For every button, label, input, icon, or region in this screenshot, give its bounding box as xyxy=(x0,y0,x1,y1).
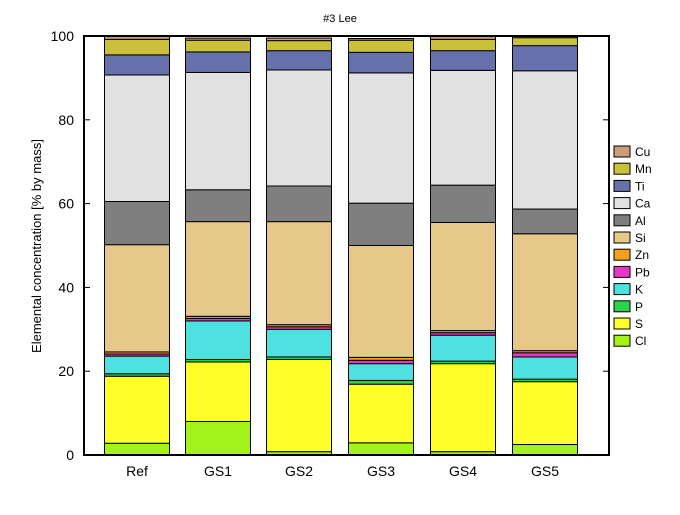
y-axis-label: Elemental concentration [% by mass] xyxy=(29,139,44,353)
legend-label-mn: Mn xyxy=(635,162,652,176)
bar-segment-gs3-p xyxy=(348,379,414,385)
legend-swatch-pb xyxy=(613,265,631,278)
bar-segment-gs3-ti xyxy=(348,51,414,74)
legend-label-s: S xyxy=(635,317,643,331)
x-axis-ticks: Ref GS1 GS2 GS3 GS4 GS5 xyxy=(126,463,559,479)
legend-label-ca: Ca xyxy=(635,197,651,211)
bar-segment-ref-al xyxy=(104,201,170,246)
bar-segment-ref-s xyxy=(104,375,170,444)
legend-label-zn: Zn xyxy=(635,248,649,262)
bar-segment-gs4-ti xyxy=(430,50,496,71)
plot-frame xyxy=(83,35,610,456)
bar-segment-gs5-ti xyxy=(512,45,578,72)
y-axis-ticks: 0 20 40 60 80 100 xyxy=(51,28,609,463)
legend-swatch-ti xyxy=(613,179,631,192)
y-tick-label: 40 xyxy=(58,279,74,295)
bar-segment-gs2-k xyxy=(266,328,332,358)
legend-swatch-cu xyxy=(613,145,631,158)
bar-segment-gs4-al xyxy=(430,184,496,223)
bar-segment-gs1-cu xyxy=(185,37,251,41)
bar-segment-ref-cl xyxy=(104,442,170,456)
bar-segment-gs5-cl xyxy=(512,444,578,456)
bar-segment-gs1-cl xyxy=(185,420,251,456)
legend-label-si: Si xyxy=(635,231,646,245)
bar-segment-gs3-cu xyxy=(348,38,414,41)
legend-swatch-zn xyxy=(613,248,631,261)
bar-segment-gs1-ti xyxy=(185,51,251,73)
legend-label-cl: Cl xyxy=(635,334,646,348)
bar-segment-gs3-ca xyxy=(348,72,414,204)
legend-label-ti: Ti xyxy=(635,179,645,193)
y-tick-label: 60 xyxy=(58,196,74,212)
bar-segment-gs3-cl xyxy=(348,442,414,456)
bar-segment-gs4-mn xyxy=(430,38,496,52)
bar-segment-gs3-mn xyxy=(348,39,414,53)
legend-swatch-cl xyxy=(613,334,631,347)
bar-segment-ref-ti xyxy=(104,54,170,76)
bar-segment-gs3-k xyxy=(348,363,414,381)
x-tick-label-gs2: GS2 xyxy=(285,463,313,479)
bar-segment-gs2-si xyxy=(266,221,332,326)
legend-swatch-al xyxy=(613,214,631,227)
bar-segment-gs2-s xyxy=(266,358,332,453)
bar-segment-gs1-ca xyxy=(185,71,251,191)
legend: Cu Mn Ti Ca Al Si Zn Pb KPS Cl xyxy=(613,145,652,348)
bar-segment-gs5-ca xyxy=(512,70,578,210)
bar-segment-ref-ca xyxy=(104,74,170,203)
bar-segment-gs2-ti xyxy=(266,50,332,71)
chart-title: #3 Lee xyxy=(323,13,357,25)
bar-segment-gs2-mn xyxy=(266,40,332,52)
bar-segment-gs3-al xyxy=(348,202,414,246)
bar-segment-gs2-al xyxy=(266,185,332,223)
x-tick-label-ref: Ref xyxy=(126,463,148,479)
legend-swatch-p xyxy=(613,300,631,313)
legend-swatch-s xyxy=(613,317,631,330)
legend-swatch-mn xyxy=(613,162,631,175)
bar-segment-gs5-mn xyxy=(512,37,578,47)
bars-group xyxy=(104,35,578,456)
y-tick-label: 80 xyxy=(58,112,74,128)
bar-segment-gs3-si xyxy=(348,245,414,358)
legend-label-pb: Pb xyxy=(635,265,650,279)
bar-segment-gs1-s xyxy=(185,361,251,422)
y-tick-label: 0 xyxy=(66,447,74,463)
bar-segment-gs5-si xyxy=(512,233,578,352)
bar-segment-gs1-mn xyxy=(185,39,251,53)
bar-segment-gs5-pb xyxy=(512,352,578,358)
bar-segment-gs5-k xyxy=(512,356,578,380)
bar-segment-gs5-al xyxy=(512,208,578,235)
legend-label-k: K xyxy=(635,283,643,297)
legend-swatch-ca xyxy=(613,197,631,210)
bar-segment-gs1-al xyxy=(185,189,251,223)
bar-segment-ref-si xyxy=(104,244,170,353)
y-tick-label: 20 xyxy=(58,363,74,379)
bar-segment-gs4-si xyxy=(430,221,496,332)
x-tick-label-gs4: GS4 xyxy=(449,463,477,479)
legend-label-cu: Cu xyxy=(635,145,650,159)
bar-segment-ref-k xyxy=(104,355,170,375)
bar-segment-gs4-ca xyxy=(430,69,496,186)
bar-segment-gs1-k xyxy=(185,320,251,360)
bar-segment-ref-mn xyxy=(104,38,170,56)
legend-swatch-si xyxy=(613,231,631,244)
legend-swatch-k xyxy=(613,283,631,296)
bar-segment-gs1-si xyxy=(185,221,251,317)
x-tick-label-gs3: GS3 xyxy=(367,463,395,479)
bar-segment-gs4-s xyxy=(430,363,496,453)
bar-segment-gs3-s xyxy=(348,383,414,444)
x-tick-label-gs5: GS5 xyxy=(531,463,559,479)
legend-label-al: Al xyxy=(635,214,646,228)
bar-segment-gs3-pb xyxy=(348,359,414,365)
y-tick-label: 100 xyxy=(51,28,75,44)
x-tick-label-gs1: GS1 xyxy=(204,463,232,479)
bar-segment-gs5-s xyxy=(512,381,578,446)
bar-segment-gs4-k xyxy=(430,334,496,362)
bar-segment-gs2-ca xyxy=(266,69,332,187)
bar-segment-gs2-cu xyxy=(266,37,332,42)
legend-label-p: P xyxy=(635,300,643,314)
